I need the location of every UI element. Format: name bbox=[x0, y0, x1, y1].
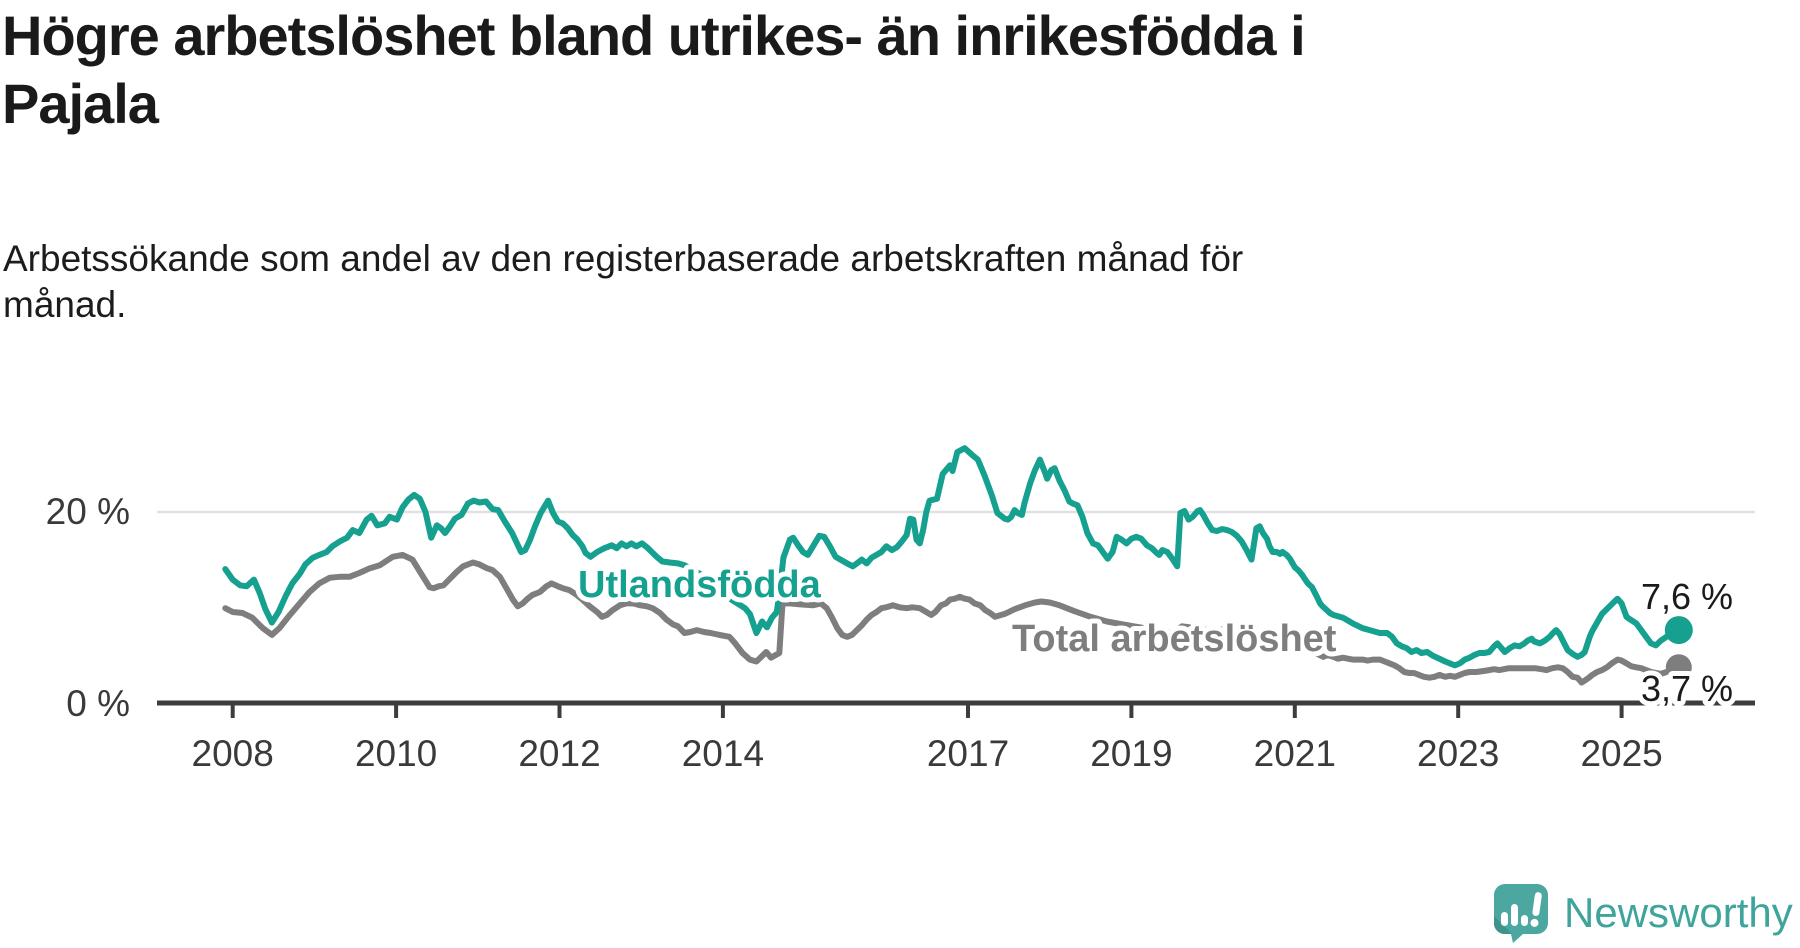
x-tick-label-2010: 2010 bbox=[355, 733, 437, 774]
y-axis-label-0: 0 % bbox=[66, 683, 130, 724]
x-tick-label-2008: 2008 bbox=[192, 733, 274, 774]
speech-bubble-bar-chart-icon bbox=[1494, 884, 1548, 943]
x-tick-label-2019: 2019 bbox=[1090, 733, 1172, 774]
chart-title-line2: Pajala bbox=[2, 72, 159, 136]
chart-title: Högre arbetslöshet bland utrikes- än inr… bbox=[2, 2, 1462, 139]
end-value-label-total-arbetsloshet: 3,7 % bbox=[1641, 668, 1733, 709]
y-axis-label-20: 20 % bbox=[46, 491, 130, 532]
x-tick-label-2014: 2014 bbox=[682, 733, 764, 774]
series-line-utlandsfodda bbox=[222, 445, 1682, 669]
chart-title-line1: Högre arbetslöshet bland utrikes- än inr… bbox=[2, 4, 1306, 67]
chart-subtitle-line1: Arbetssökande som andel av den registerb… bbox=[3, 238, 1244, 279]
end-dot-total-arbetsloshet bbox=[1665, 654, 1692, 681]
x-tick-label-2012: 2012 bbox=[518, 733, 600, 774]
newsworthy-logo: Newsworthy bbox=[1492, 882, 1793, 944]
end-dot-utlandsfodda bbox=[1664, 616, 1693, 645]
series-label-utlandsfodda: Utlandsfödda bbox=[578, 564, 822, 606]
x-tick-label-2025: 2025 bbox=[1580, 733, 1662, 774]
end-value-label-utlandsfodda: 7,6 % bbox=[1641, 576, 1733, 617]
x-tick-label-2023: 2023 bbox=[1417, 733, 1499, 774]
chart-subtitle-line2: månad. bbox=[3, 284, 127, 326]
x-tick-label-2021: 2021 bbox=[1254, 733, 1336, 774]
x-axis-ticks: 2008 2010 2012 2014 2017 2019 2021 2023 2025 bbox=[192, 703, 1663, 774]
series-line-total-arbetsloshet bbox=[222, 551, 1682, 686]
series-label-total-arbetsloshet: Total arbetslöshet bbox=[1012, 618, 1337, 660]
chart-subtitle: Arbetssökande som andel av den registerb… bbox=[3, 236, 1483, 329]
newsworthy-wordmark: Newsworthy bbox=[1564, 889, 1793, 936]
x-tick-label-2017: 2017 bbox=[927, 733, 1009, 774]
